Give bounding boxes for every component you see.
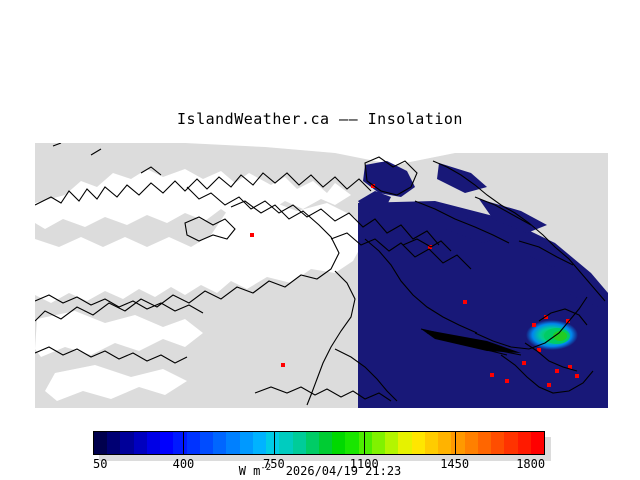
coastline xyxy=(35,143,606,406)
colorbar-label-750: 750 xyxy=(263,457,285,471)
colorbar-swatch-31 xyxy=(504,432,518,454)
colorbar-caption: W m-2 2026/04/19 21:23 xyxy=(0,463,640,478)
colorbar-tick-labels: 50 400 750 1100 1450 1800 xyxy=(93,457,545,471)
colorbar-tick-1450 xyxy=(454,431,456,455)
colorbar-swatch-15 xyxy=(292,432,306,454)
colorbar-tick-1100 xyxy=(364,431,366,455)
colorbar-swatch-5 xyxy=(160,432,174,454)
colorbar-swatch-33 xyxy=(530,432,544,454)
colorbar-swatch-14 xyxy=(279,432,293,454)
colorbar-tick-750 xyxy=(273,431,275,455)
colorbar-swatch-13 xyxy=(266,432,280,454)
colorbar-swatch-6 xyxy=(173,432,187,454)
colorbar-label-1450: 1450 xyxy=(440,457,470,471)
colorbar-label-1100: 1100 xyxy=(349,457,379,471)
colorbar-label-1800: 1800 xyxy=(516,457,546,471)
colorbar-swatch-29 xyxy=(477,432,492,454)
colorbar-swatch-32 xyxy=(517,432,531,454)
colorbar-swatch-25 xyxy=(424,432,439,454)
colorbar-swatch-3 xyxy=(133,432,147,454)
colorbar-swatch-7 xyxy=(186,432,200,454)
colorbar-swatch-30 xyxy=(491,432,505,454)
colorbar-swatch-23 xyxy=(398,432,412,454)
colorbar-swatch-24 xyxy=(411,432,425,454)
colorbar-label-50: 50 xyxy=(93,457,108,471)
colorbar-swatch-20 xyxy=(358,432,372,454)
timestamp-label: 2026/04/19 21:23 xyxy=(285,464,402,478)
colorbar-swatch-12 xyxy=(252,432,267,454)
units-label: W m-2 xyxy=(238,463,272,478)
page-title: IslandWeather.ca —— Insolation xyxy=(177,110,463,128)
colorbar-swatch-2 xyxy=(120,432,134,454)
colorbar-swatch-11 xyxy=(239,432,253,454)
colorbar-swatch-1 xyxy=(107,432,121,454)
colorbar-swatch-21 xyxy=(371,432,386,454)
colorbar-swatch-0 xyxy=(94,432,108,454)
colorbar-gradient xyxy=(93,431,545,455)
colorbar-label-400: 400 xyxy=(172,457,195,471)
insolation-map[interactable] xyxy=(35,143,608,408)
colorbar-swatch-16 xyxy=(305,432,319,454)
colorbar-tick-400 xyxy=(183,431,185,455)
colorbar-swatch-28 xyxy=(464,432,478,454)
colorbar-swatch-4 xyxy=(146,432,161,454)
colorbar-swatch-9 xyxy=(213,432,227,454)
colorbar-swatch-26 xyxy=(438,432,452,454)
colorbar[interactable]: 50 400 750 1100 1450 1800 xyxy=(93,431,551,471)
colorbar-swatch-27 xyxy=(451,432,465,454)
colorbar-swatch-8 xyxy=(199,432,214,454)
colorbar-swatch-10 xyxy=(226,432,240,454)
map-canvas xyxy=(35,143,608,408)
colorbar-swatch-22 xyxy=(385,432,399,454)
data-hotspot xyxy=(526,320,578,350)
colorbar-swatch-17 xyxy=(318,432,333,454)
colorbar-swatch-19 xyxy=(345,432,359,454)
colorbar-swatch-18 xyxy=(332,432,346,454)
data-layer-low xyxy=(358,161,608,408)
